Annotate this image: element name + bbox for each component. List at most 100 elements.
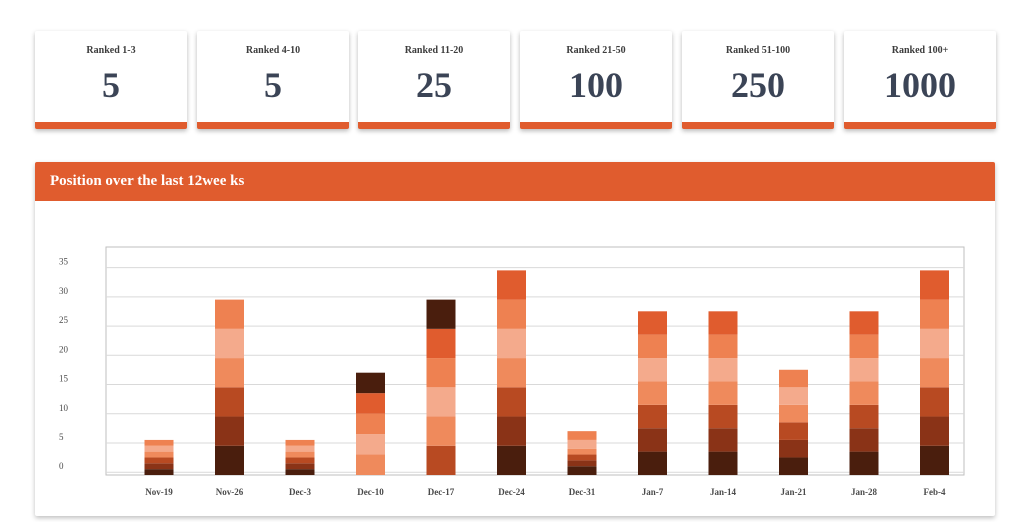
bar-segment — [144, 445, 174, 452]
x-tick-label: Dec-24 — [498, 487, 525, 497]
bar-segment — [779, 439, 808, 458]
position-chart-panel: Position over the last 12wee ks 35 30 25 20… — [35, 162, 995, 516]
bar-segment — [779, 387, 808, 405]
x-tick-label: Jan-14 — [710, 487, 737, 497]
y-tick-label: 5 — [59, 432, 64, 442]
bar-segment — [849, 428, 879, 452]
stat-cards: Ranked 1-3 5 Ranked 4-10 5 Ranked 11-20 … — [35, 31, 997, 129]
card-label: Ranked 11-20 — [404, 45, 464, 56]
bar-segment — [426, 445, 456, 475]
bar-segment — [849, 451, 879, 475]
bar-segment — [567, 448, 597, 455]
bar-segment — [497, 270, 526, 300]
x-tick-label: Jan-7 — [642, 487, 664, 497]
bar-segment — [285, 451, 315, 458]
panel-title: Position over the last 12wee ks — [50, 173, 245, 189]
bar-segment — [708, 311, 738, 335]
bar-segment — [215, 328, 244, 359]
bar-segment — [708, 428, 738, 452]
bar-segment — [779, 404, 808, 423]
bar-segment — [638, 381, 667, 405]
bar-segment — [215, 358, 244, 388]
y-tick-label: 20 — [59, 344, 69, 354]
bar-segment — [920, 445, 949, 475]
bar-segment — [849, 334, 879, 359]
card-value: 100 — [569, 65, 623, 105]
x-tick-label: Jan-28 — [851, 487, 878, 497]
y-tick-label: 0 — [59, 461, 64, 471]
bar-segment — [497, 299, 526, 329]
card-value: 5 — [264, 65, 282, 105]
y-tick-label: 25 — [59, 315, 69, 325]
bar-segment — [285, 439, 315, 446]
bar-segment — [708, 358, 738, 382]
bar-segment — [638, 358, 667, 382]
card-label: Ranked 1-3 — [86, 45, 136, 56]
panel-header: Position over the last 12wee ks — [35, 162, 995, 201]
bar-segment — [356, 413, 385, 435]
card-label: Ranked 51-100 — [725, 45, 791, 56]
bar-segment — [356, 372, 385, 394]
bar-segment — [920, 270, 949, 300]
card-value: 1000 — [884, 65, 956, 105]
bar-segment — [144, 439, 174, 446]
bar-segment — [638, 451, 667, 475]
bar-segment — [567, 431, 597, 440]
x-tick-label: Dec-10 — [357, 487, 384, 497]
x-tick-label: Dec-3 — [289, 487, 311, 497]
x-tick-label: Feb-4 — [924, 487, 946, 497]
bar-segment — [356, 434, 385, 455]
bar-segment — [708, 404, 738, 429]
bar-segment — [849, 381, 879, 405]
bar-segment — [567, 466, 597, 475]
bar-segment — [567, 439, 597, 449]
bar-segment — [285, 463, 315, 470]
bar-segment — [285, 445, 315, 452]
bar-segment — [779, 457, 808, 475]
bar-segment — [285, 457, 315, 464]
bar-segment — [426, 416, 456, 446]
card-label: Ranked 4-10 — [245, 45, 301, 56]
bar-segment — [356, 393, 385, 414]
bar-segment — [426, 299, 456, 329]
card-label: Ranked 100+ — [891, 45, 949, 56]
bar-segment — [638, 334, 667, 359]
bar-segment — [144, 469, 174, 475]
bar-segment — [920, 358, 949, 388]
bar-segment — [426, 358, 456, 388]
x-tick-label: Dec-31 — [569, 487, 596, 497]
plot-frame — [105, 246, 965, 476]
bar-segment — [779, 369, 808, 388]
bar-segment — [215, 445, 244, 475]
x-tick-label: Jan-21 — [780, 487, 807, 497]
bar-segment — [920, 328, 949, 359]
bar-segment — [285, 469, 315, 475]
bar-segment — [638, 311, 667, 335]
card-ranked-1-3: Ranked 1-3 5 — [35, 31, 187, 129]
card-ranked-21-50: Ranked 21-50 100 — [520, 31, 672, 129]
card-ranked-51-100: Ranked 51-100 250 — [682, 31, 834, 129]
card-value: 5 — [102, 65, 120, 105]
bar-segment — [567, 454, 597, 461]
card-ranked-11-20: Ranked 11-20 25 — [358, 31, 510, 129]
bar-segment — [215, 387, 244, 417]
bar-segment — [567, 460, 597, 467]
bar-segment — [144, 463, 174, 470]
position-chart: 35 30 25 20 15 10 5 0 Nov-19 Nov-26 Dec-3 Dec-10 Dec… — [59, 246, 965, 497]
bar-segment — [497, 387, 526, 417]
y-tick-label: 10 — [59, 403, 69, 413]
bar-segment — [849, 404, 879, 429]
bar-segment — [920, 387, 949, 417]
bar-segment — [920, 416, 949, 446]
bar-segment — [849, 358, 879, 382]
y-tick-label: 15 — [59, 374, 69, 384]
bar-segment — [215, 299, 244, 329]
card-ranked-100-plus: Ranked 100+ 1000 — [844, 31, 996, 129]
x-tick-label: Nov-19 — [145, 487, 173, 497]
y-tick-label: 30 — [59, 286, 69, 296]
bar-segment — [708, 381, 738, 405]
bar-segment — [497, 416, 526, 446]
bar-segment — [144, 457, 174, 464]
bar-segment — [215, 416, 244, 446]
bar-segment — [356, 454, 385, 475]
